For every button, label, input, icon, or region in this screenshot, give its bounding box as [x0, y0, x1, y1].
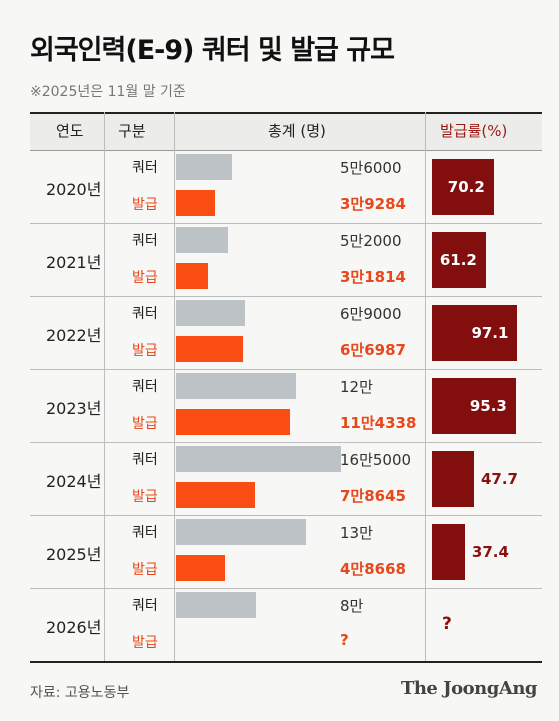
- header-type: 구분: [118, 122, 146, 140]
- quota-value-label: 16만5000: [340, 451, 412, 469]
- quota-bar: [176, 519, 306, 545]
- issued-value-label: 3만9284: [340, 195, 406, 213]
- row-divider: [30, 223, 542, 224]
- type-label-issued: 발급: [132, 635, 158, 651]
- row-divider: [30, 369, 542, 370]
- chart-title: 외국인력(E-9) 쿼터 및 발급 규모: [30, 35, 395, 66]
- quota-bar: [176, 154, 232, 180]
- column-divider: [104, 112, 105, 661]
- quota-bar: [176, 592, 256, 618]
- quota-value-label: 5만6000: [340, 159, 402, 177]
- quota-value-label: 12만: [340, 378, 373, 396]
- quota-value-label: 5만2000: [340, 232, 402, 250]
- rate-value-label: 47.7: [480, 470, 518, 488]
- quota-bar: [176, 227, 228, 253]
- quota-value-label: 6만9000: [340, 305, 402, 323]
- quota-value-label: 8만: [340, 597, 364, 615]
- type-label-issued: 발급: [132, 416, 158, 432]
- header-total: 총계 (명): [268, 122, 326, 140]
- rate-bar: [432, 524, 465, 580]
- type-label-quota: 쿼터: [132, 525, 158, 541]
- row-divider: [30, 296, 542, 297]
- type-label-quota: 쿼터: [132, 379, 158, 395]
- header-rate: 발급률(%): [440, 122, 508, 140]
- issued-bar: [176, 263, 208, 289]
- publisher-logo: The JoongAng: [400, 678, 538, 699]
- type-label-quota: 쿼터: [132, 306, 158, 322]
- quota-bar: [176, 373, 296, 399]
- table-bottom-border: [30, 661, 542, 663]
- type-label-quota: 쿼터: [132, 160, 158, 176]
- rate-value-label: ?: [442, 614, 452, 634]
- quota-bar: [176, 446, 341, 472]
- type-label-quota: 쿼터: [132, 452, 158, 468]
- column-divider: [174, 112, 175, 661]
- rate-value-label: 97.1: [471, 324, 509, 342]
- rate-value-label: 95.3: [469, 397, 507, 415]
- year-label: 2026년: [46, 618, 102, 637]
- type-label-issued: 발급: [132, 197, 158, 213]
- issued-value-label: 7만8645: [340, 487, 406, 505]
- issued-value-label: 11만4338: [340, 414, 417, 432]
- issued-value-label: 3만1814: [340, 268, 406, 286]
- column-divider: [425, 112, 426, 661]
- rate-bar: [432, 305, 518, 361]
- issued-bar: [176, 336, 243, 362]
- issued-value-label: ?: [340, 631, 349, 649]
- type-label-issued: 발급: [132, 270, 158, 286]
- table-header: [30, 112, 542, 151]
- row-divider: [30, 515, 542, 516]
- year-label: 2022년: [46, 326, 102, 345]
- header-year: 연도: [56, 122, 84, 140]
- issued-bar: [176, 409, 291, 435]
- rate-bar: [432, 159, 494, 215]
- rate-bar: [432, 451, 474, 507]
- rate-value-label: 61.2: [439, 251, 477, 269]
- rate-value-label: 37.4: [471, 543, 509, 561]
- chart-subtitle: ※2025년은 11월 말 기준: [30, 84, 186, 100]
- source-note: 자료: 고용노동부: [30, 685, 130, 701]
- quota-bar: [176, 300, 245, 326]
- row-divider: [30, 588, 542, 589]
- quota-value-label: 13만: [340, 524, 373, 542]
- row-divider: [30, 442, 542, 443]
- rate-bar: [432, 232, 486, 288]
- year-label: 2020년: [46, 180, 102, 199]
- type-label-issued: 발급: [132, 562, 158, 578]
- type-label-issued: 발급: [132, 489, 158, 505]
- issued-bar: [176, 555, 225, 581]
- year-label: 2024년: [46, 472, 102, 491]
- year-label: 2023년: [46, 399, 102, 418]
- year-label: 2025년: [46, 545, 102, 564]
- year-label: 2021년: [46, 253, 102, 272]
- type-label-quota: 쿼터: [132, 598, 158, 614]
- rate-value-label: 70.2: [447, 178, 485, 196]
- issued-value-label: 6만6987: [340, 341, 406, 359]
- type-label-quota: 쿼터: [132, 233, 158, 249]
- type-label-issued: 발급: [132, 343, 158, 359]
- rate-bar: [432, 378, 516, 434]
- issued-value-label: 4만8668: [340, 560, 406, 578]
- issued-bar: [176, 482, 255, 508]
- issued-bar: [176, 190, 216, 216]
